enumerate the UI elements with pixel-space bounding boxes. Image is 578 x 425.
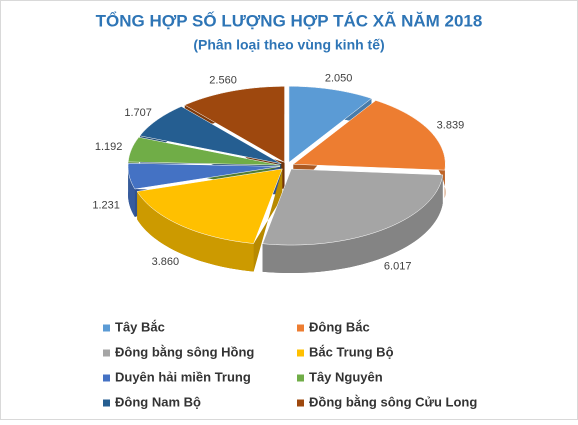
- legend-marker: [297, 374, 304, 382]
- data-label: 1.192: [95, 141, 123, 153]
- data-label: 3.839: [437, 119, 465, 131]
- legend-label: Tây Bắc: [115, 319, 165, 334]
- chart-title: TỔNG HỢP SỐ LƯỢNG HỢP TÁC XÃ NĂM 2018: [96, 10, 483, 30]
- legend-marker: [103, 349, 110, 357]
- slice: [128, 136, 281, 166]
- legend-marker: [297, 324, 304, 332]
- legend-marker: [297, 349, 304, 357]
- slice-side: [128, 163, 135, 218]
- legend-marker: [297, 399, 304, 407]
- slice: [292, 100, 446, 171]
- legend-label: Đông bằng sông Hồng: [115, 344, 254, 359]
- slice: [184, 86, 285, 163]
- data-label: 2.560: [209, 74, 237, 86]
- legend-label: Đông Bắc: [309, 319, 370, 334]
- legend-label: Đồng bằng sông Cửu Long: [309, 394, 477, 409]
- legend-marker: [103, 399, 110, 407]
- legend-label: Đông Nam Bộ: [115, 394, 201, 409]
- legend-marker: [103, 374, 110, 382]
- slice: [288, 86, 372, 163]
- legend-label: Bắc Trung Bộ: [309, 344, 394, 359]
- data-label: 2.050: [325, 72, 353, 84]
- legend-label: Tây Nguyên: [309, 369, 383, 384]
- data-label: 1.231: [92, 200, 120, 212]
- data-label: 6.017: [384, 260, 412, 272]
- slice-side: [262, 174, 443, 274]
- chart-subtitle: (Phân loại theo vùng kinh tế): [193, 37, 384, 53]
- slice: [262, 168, 444, 246]
- legend-label: Duyên hải miền Trung: [115, 369, 251, 384]
- slice: [139, 106, 282, 165]
- slice: [136, 168, 283, 244]
- data-label: 3.860: [152, 256, 180, 268]
- data-label: 1.707: [124, 107, 152, 119]
- slice: [127, 162, 281, 190]
- legend-marker: [103, 324, 110, 332]
